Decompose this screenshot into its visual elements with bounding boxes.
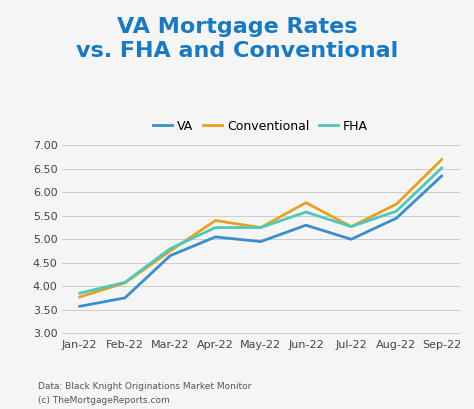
Conventional bbox=[303, 200, 309, 205]
VA bbox=[122, 295, 128, 300]
Line: VA: VA bbox=[80, 176, 442, 306]
Line: Conventional: Conventional bbox=[80, 160, 442, 297]
Text: VA Mortgage Rates: VA Mortgage Rates bbox=[117, 17, 357, 36]
Conventional bbox=[258, 225, 264, 230]
VA bbox=[303, 223, 309, 228]
FHA bbox=[303, 210, 309, 215]
Conventional bbox=[393, 202, 399, 207]
Conventional bbox=[348, 224, 354, 229]
Conventional bbox=[77, 294, 82, 299]
VA bbox=[258, 239, 264, 244]
FHA bbox=[77, 291, 82, 296]
Conventional bbox=[167, 249, 173, 254]
VA bbox=[393, 216, 399, 220]
VA bbox=[348, 237, 354, 242]
VA bbox=[439, 173, 445, 178]
Conventional bbox=[213, 218, 219, 223]
FHA bbox=[167, 246, 173, 251]
Conventional bbox=[439, 157, 445, 162]
Text: Data: Black Knight Originations Market Monitor: Data: Black Knight Originations Market M… bbox=[38, 382, 251, 391]
FHA bbox=[122, 280, 128, 285]
VA bbox=[77, 304, 82, 309]
FHA bbox=[393, 209, 399, 213]
FHA bbox=[258, 225, 264, 230]
FHA bbox=[439, 166, 445, 171]
Text: (c) TheMortgageReports.com: (c) TheMortgageReports.com bbox=[38, 396, 170, 405]
Legend: VA, Conventional, FHA: VA, Conventional, FHA bbox=[148, 115, 373, 138]
Text: vs. FHA and Conventional: vs. FHA and Conventional bbox=[76, 41, 398, 61]
Conventional bbox=[122, 281, 128, 285]
FHA bbox=[213, 225, 219, 230]
Line: FHA: FHA bbox=[80, 168, 442, 293]
FHA bbox=[348, 224, 354, 229]
VA bbox=[213, 234, 219, 239]
VA bbox=[167, 253, 173, 258]
